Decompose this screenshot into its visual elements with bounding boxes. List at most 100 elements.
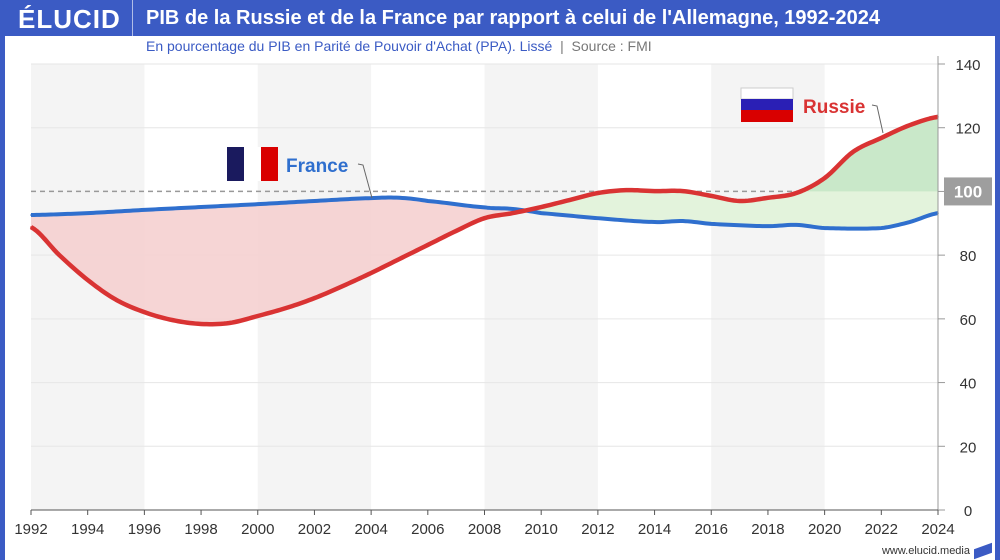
x-tick-label: 2004 (354, 521, 387, 538)
data-point-russie (710, 195, 713, 197)
x-tick-label: 2022 (865, 521, 898, 538)
data-point-russie (880, 137, 883, 139)
data-point-russie (341, 285, 344, 287)
header-divider (132, 0, 133, 36)
subtitle-text: En pourcentage du PIB en Parité de Pouvo… (146, 38, 553, 54)
y-tick-label: 60 (960, 312, 977, 329)
x-tick-label: 2014 (638, 521, 671, 538)
data-point-russie (597, 192, 599, 194)
france-flag-icon (244, 147, 261, 181)
data-point-russie (427, 244, 429, 246)
data-point-france (86, 212, 89, 214)
y-tick-label: 40 (960, 376, 977, 393)
data-point-russie (455, 230, 457, 232)
data-point-russie (171, 319, 174, 321)
y-tick-label: 80 (960, 248, 977, 265)
data-point-france (880, 227, 883, 229)
data-point-russie (625, 189, 628, 191)
data-point-russie (738, 200, 741, 202)
x-tick-label: 2008 (468, 521, 501, 538)
data-point-russie (767, 197, 769, 199)
data-point-russie (256, 315, 259, 317)
x-tick-label: 2002 (298, 521, 331, 538)
data-point-russie (313, 297, 316, 299)
russia-flag-icon (741, 99, 793, 110)
france-flag-icon (227, 147, 244, 181)
data-point-russie (823, 177, 826, 179)
data-point-russie (512, 212, 514, 214)
chart-subtitle: En pourcentage du PIB en Parité de Pouvo… (146, 38, 652, 54)
data-point-russie (540, 206, 542, 208)
background-band (484, 64, 598, 510)
header-bar: ÉLUCID PIB de la Russie et de la France … (0, 0, 1000, 36)
legend-label-france: France (286, 156, 348, 177)
x-tick-label: 1996 (128, 521, 161, 538)
data-point-russie (568, 199, 571, 201)
data-point-russie (483, 217, 486, 219)
data-point-france (427, 200, 429, 202)
data-point-france (256, 203, 259, 205)
x-tick-label: 2024 (921, 521, 954, 538)
data-point-russie (30, 226, 32, 228)
x-tick-label: 1992 (14, 521, 47, 538)
source-text: Source : FMI (571, 38, 652, 54)
y-tick-label: 0 (964, 503, 972, 520)
data-point-russie (370, 272, 372, 274)
data-point-france (908, 221, 911, 223)
data-point-france (398, 197, 401, 199)
elucid-logo: ÉLUCID (18, 4, 121, 34)
data-point-france (143, 209, 146, 211)
data-point-france (682, 220, 684, 222)
data-point-france (795, 224, 798, 226)
data-point-russie (908, 124, 911, 126)
data-point-russie (143, 311, 146, 313)
russie-label-leader (871, 104, 884, 134)
data-point-russie (795, 192, 798, 194)
chart-title: PIB de la Russie et de la France par rap… (146, 7, 880, 29)
x-tick-label: 2020 (808, 521, 841, 538)
reference-badge (944, 177, 992, 206)
x-tick-label: 2016 (695, 521, 728, 538)
data-point-france (710, 223, 713, 225)
x-tick-label: 2012 (581, 521, 614, 538)
footer-url[interactable]: www.elucid.media (881, 545, 970, 557)
y-tick-label: 120 (955, 121, 980, 138)
data-point-france (512, 208, 514, 210)
data-point-russie (58, 254, 61, 256)
x-tick-label: 2000 (241, 521, 274, 538)
reference-label: 100 (954, 182, 982, 201)
gap-area-russia-below-france (31, 197, 938, 325)
x-tick-label: 2010 (525, 521, 558, 538)
data-point-france (597, 217, 599, 219)
france-label-leader (357, 163, 373, 199)
data-point-france (483, 206, 486, 209)
russia-flag-icon (741, 110, 793, 122)
data-point-france (653, 221, 656, 223)
data-point-france (30, 214, 32, 216)
data-point-russie (682, 190, 684, 192)
x-tick-label: 1994 (71, 521, 104, 538)
y-tick-label: 140 (955, 57, 980, 74)
data-point-russie (852, 151, 854, 153)
france-flag-icon (261, 147, 278, 181)
data-point-russie (115, 298, 117, 301)
data-point-russie (200, 323, 202, 325)
data-point-france (200, 206, 202, 208)
data-point-russie (653, 190, 656, 192)
data-point-france (823, 227, 826, 229)
x-tick-label: 1998 (184, 521, 217, 538)
x-tick-label: 2018 (751, 521, 784, 538)
data-point-russie (285, 307, 287, 309)
data-point-russie (398, 258, 401, 260)
background-band (711, 64, 825, 510)
y-tick-label: 20 (960, 439, 977, 456)
data-point-france (540, 212, 542, 214)
data-point-russie (86, 279, 89, 281)
data-point-france (767, 225, 769, 227)
x-tick-label: 2006 (411, 521, 444, 538)
data-point-russie (228, 322, 231, 324)
data-point-france (313, 200, 316, 202)
legend-label-russie: Russie (803, 97, 865, 118)
